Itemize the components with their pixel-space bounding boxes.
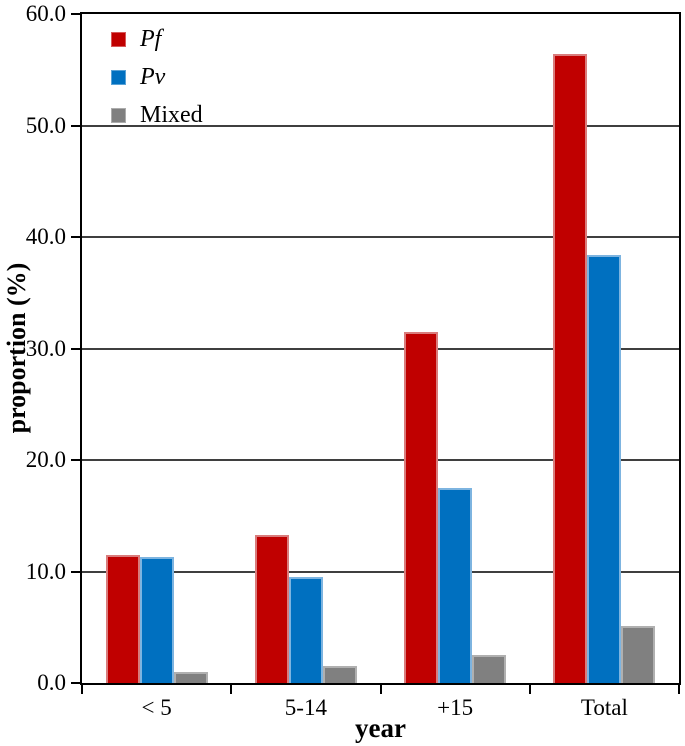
bar-group xyxy=(231,14,380,683)
y-axis-tick-label: 50.0 xyxy=(25,112,66,138)
legend-swatch-pf xyxy=(111,32,126,47)
legend: Pf Pv Mixed xyxy=(111,27,203,141)
x-axis-tick xyxy=(81,685,83,694)
legend-swatch-pv xyxy=(111,70,126,85)
bar-pv xyxy=(139,557,174,683)
legend-item: Mixed xyxy=(111,103,203,128)
bar-pv xyxy=(438,487,473,683)
x-axis-tick xyxy=(678,685,680,694)
plot-area: 0.0 10.0 20.0 30.0 40.0 50.0 60.0 < 5 5-14 +15 Tot… xyxy=(26,1,681,720)
bar-group xyxy=(530,14,679,683)
x-axis-tick xyxy=(528,685,531,694)
legend-swatch-mixed xyxy=(111,108,126,123)
bar-pf xyxy=(404,331,439,683)
bar-mixed xyxy=(472,655,507,683)
y-axis-tick-label: 40.0 xyxy=(25,224,66,250)
bar-pv xyxy=(288,577,323,683)
x-category-label: +15 xyxy=(437,695,474,720)
legend-item: Pf xyxy=(111,27,203,52)
gridline xyxy=(82,570,679,573)
bar-pf xyxy=(105,554,140,683)
x-category-label: 5-14 xyxy=(284,695,327,720)
y-axis-tick-label: 20.0 xyxy=(25,447,66,473)
x-axis-title: year xyxy=(355,713,406,743)
y-axis-tick xyxy=(71,570,80,573)
y-axis-tick xyxy=(71,236,80,239)
x-axis-tick xyxy=(379,685,382,694)
bar-pf xyxy=(553,54,588,683)
bar-mixed xyxy=(173,671,208,683)
y-axis-tick xyxy=(71,124,80,127)
y-axis-tick xyxy=(71,459,80,462)
legend-label: Pf xyxy=(140,26,162,52)
y-axis-tick xyxy=(71,13,80,15)
gridline xyxy=(82,459,679,462)
y-axis-tick xyxy=(71,347,80,350)
y-axis-tick-label: 0.0 xyxy=(37,670,66,695)
bar-group xyxy=(381,14,530,683)
legend-item: Pv xyxy=(111,65,203,90)
x-category-label: Total xyxy=(580,695,628,720)
x-category-label: < 5 xyxy=(141,695,172,720)
gridline xyxy=(82,124,679,127)
gridline xyxy=(82,347,679,350)
legend-label: Mixed xyxy=(140,102,203,128)
y-axis-tick-label: 30.0 xyxy=(25,335,66,361)
bar-pv xyxy=(587,254,622,683)
gridline xyxy=(82,236,679,239)
y-axis-tick-label: 60.0 xyxy=(25,1,66,26)
bar-mixed xyxy=(621,626,656,683)
y-axis-tick xyxy=(71,682,80,684)
bar-pf xyxy=(254,534,289,683)
legend-label: Pv xyxy=(140,64,166,90)
bar-group xyxy=(82,14,231,683)
bar-mixed xyxy=(322,666,357,683)
y-axis-tick-label: 10.0 xyxy=(25,558,66,584)
x-axis-tick xyxy=(230,685,233,694)
